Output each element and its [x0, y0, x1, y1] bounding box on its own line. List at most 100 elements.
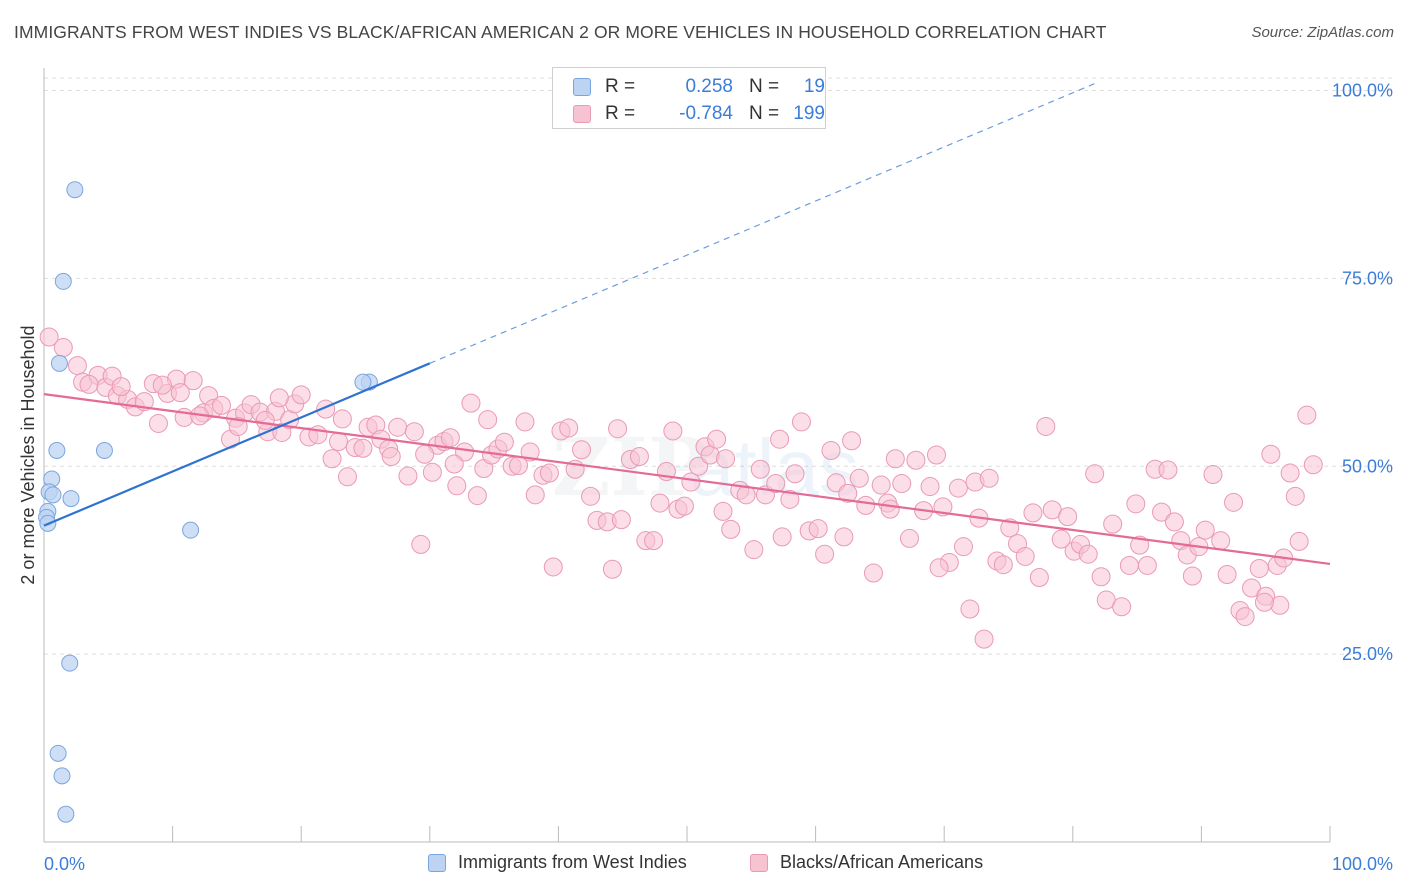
data-point-pink	[520, 442, 540, 462]
data-point-pink	[148, 413, 168, 433]
data-point-pink	[663, 421, 683, 441]
data-point-pink	[842, 431, 862, 451]
data-point-pink	[337, 467, 357, 487]
data-point-pink	[1130, 535, 1150, 555]
data-point-pink	[381, 447, 401, 467]
y-axis-label: 2 or more Vehicles in Household	[18, 325, 38, 584]
data-point-pink	[892, 474, 912, 494]
data-point-pink	[929, 558, 949, 578]
data-point-pink	[332, 409, 352, 429]
data-point-pink	[906, 450, 926, 470]
data-point-pink	[1289, 531, 1309, 551]
chart-title: IMMIGRANTS FROM WEST INDIES VS BLACK/AFR…	[14, 22, 1107, 42]
y-tick-label: 100.0%	[1332, 81, 1393, 101]
data-point-pink	[111, 377, 131, 397]
data-point-pink	[1280, 463, 1300, 483]
x-tick-label: 0.0%	[44, 854, 85, 874]
data-point-pink	[602, 559, 622, 579]
data-point-pink	[815, 544, 835, 564]
data-point-pink	[1137, 555, 1157, 575]
data-point-blue	[44, 486, 62, 504]
data-point-pink	[674, 496, 694, 516]
data-point-pink	[1103, 514, 1123, 534]
data-point-pink	[404, 422, 424, 442]
data-point-pink	[611, 510, 631, 530]
data-point-blue	[57, 805, 75, 823]
data-point-pink	[1254, 592, 1274, 612]
data-point-pink	[328, 431, 348, 451]
legend-item-west-indies: Immigrants from West Indies	[428, 852, 687, 873]
data-point-pink	[1224, 492, 1244, 512]
data-point-pink	[291, 385, 311, 405]
n-label: N =	[749, 76, 780, 97]
data-point-pink	[856, 495, 876, 515]
data-point-pink	[713, 501, 733, 521]
r-label: R =	[605, 76, 636, 97]
data-point-pink	[1091, 567, 1111, 587]
legend-label: Blacks/African Americans	[780, 852, 984, 872]
data-point-pink	[948, 478, 968, 498]
data-point-pink	[1270, 595, 1290, 615]
data-point-blue	[62, 490, 80, 508]
data-point-pink	[1195, 520, 1215, 540]
data-point-blue	[95, 441, 113, 459]
data-point-pink	[1158, 460, 1178, 480]
data-point-pink	[766, 474, 786, 494]
data-point-blue	[49, 744, 67, 762]
data-point-pink	[539, 463, 559, 483]
data-point-pink	[1078, 544, 1098, 564]
chart-source: Source: ZipAtlas.com	[1251, 24, 1394, 41]
data-point-pink	[899, 528, 919, 548]
data-point-pink	[255, 410, 275, 430]
data-point-pink	[1249, 558, 1269, 578]
data-point-pink	[1303, 455, 1323, 475]
data-point-pink	[871, 475, 891, 495]
x-tick-label: 100.0%	[1332, 854, 1393, 874]
data-point-pink	[1126, 494, 1146, 514]
data-point-pink	[1285, 486, 1305, 506]
data-point-pink	[920, 477, 940, 497]
data-point-pink	[689, 456, 709, 476]
data-point-pink	[1000, 518, 1020, 538]
data-point-pink	[269, 388, 289, 408]
stats-legend-box: R = 0.258 N = 19 R = -0.784 N = 199	[552, 67, 826, 129]
data-point-pink	[953, 537, 973, 557]
data-point-pink	[1211, 531, 1231, 551]
data-point-pink	[770, 429, 790, 449]
data-point-pink	[863, 563, 883, 583]
data-point-pink	[885, 449, 905, 469]
data-point-pink	[629, 447, 649, 467]
data-point-pink	[834, 527, 854, 547]
y-tick-label: 50.0%	[1342, 456, 1393, 476]
data-point-pink	[447, 476, 467, 496]
trend-lines	[43, 81, 1331, 566]
pink-swatch-icon	[573, 105, 591, 123]
y-tick-label: 75.0%	[1342, 268, 1393, 288]
data-point-pink	[515, 412, 535, 432]
data-point-pink	[821, 440, 841, 460]
data-point-pink	[444, 454, 464, 474]
data-point-pink	[170, 383, 190, 403]
data-point-pink	[849, 468, 869, 488]
data-point-pink	[1297, 405, 1317, 425]
data-point-blue	[66, 181, 84, 199]
data-point-blue	[54, 272, 72, 290]
data-point-pink	[993, 555, 1013, 575]
data-point-blue	[53, 767, 71, 785]
data-point-pink	[322, 449, 342, 469]
legend-label: Immigrants from West Indies	[458, 852, 687, 872]
data-point-pink	[772, 527, 792, 547]
data-point-pink	[785, 464, 805, 484]
data-point-pink	[974, 629, 994, 649]
trend-line-pink	[43, 393, 1331, 566]
data-point-pink	[716, 449, 736, 469]
data-point-pink	[608, 419, 628, 439]
data-point-pink	[353, 438, 373, 458]
data-point-pink	[398, 466, 418, 486]
data-point-pink	[1152, 502, 1172, 522]
data-point-blue	[48, 441, 66, 459]
data-point-pink	[744, 540, 764, 560]
data-point-pink	[780, 489, 800, 509]
data-point-pink	[1261, 444, 1281, 464]
data-point-pink	[960, 599, 980, 619]
